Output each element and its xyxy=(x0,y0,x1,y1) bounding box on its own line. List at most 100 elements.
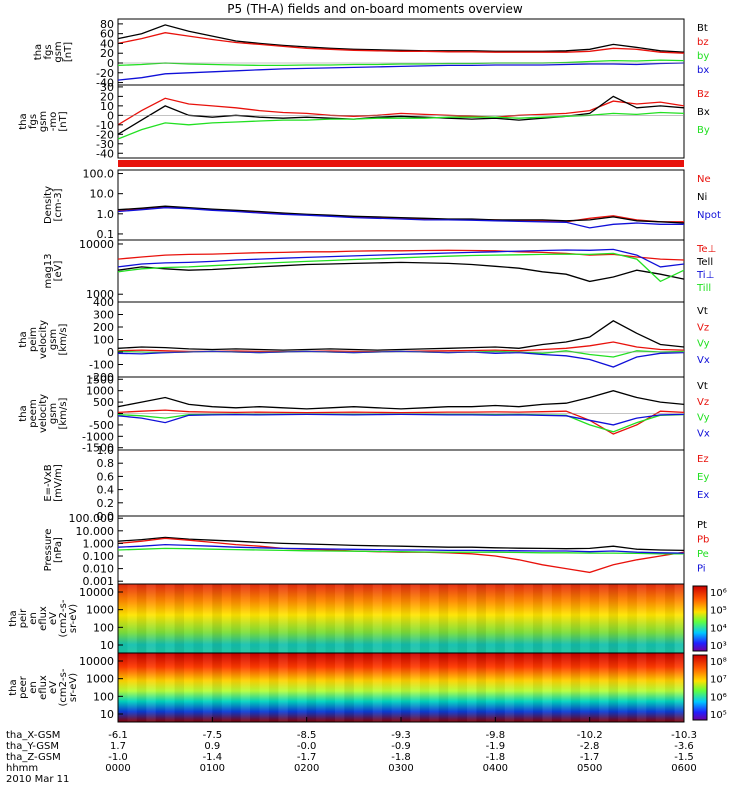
y-tick-label: 0.1 xyxy=(97,228,115,241)
panel-6: 1.00.80.60.40.20.0 E=-VxB [mV/m] Ez Ey Ex xyxy=(43,444,709,523)
y-tick-label: 1000 xyxy=(86,288,114,301)
series-line xyxy=(117,97,685,126)
legend-label: By xyxy=(697,125,710,136)
y-tick-label: 0 xyxy=(107,408,114,421)
y-axis-label: gsm xyxy=(53,41,64,62)
x-tick-label: 0300 xyxy=(388,763,413,774)
y-axis-label: eflux xyxy=(38,675,49,700)
y-tick-label: 0 xyxy=(107,57,114,70)
legend-label: Vt xyxy=(697,306,708,317)
legend-label: Vz xyxy=(697,397,709,408)
x-tick-label: 0100 xyxy=(200,763,225,774)
y-tick-label: 10000 xyxy=(79,586,114,599)
y-axis-label: velocity xyxy=(38,394,49,433)
y-tick-label: -1500 xyxy=(82,442,114,455)
y-tick-label: -100 xyxy=(89,359,114,372)
y-axis-label: gsm xyxy=(38,111,49,132)
y-axis-label: eflux xyxy=(38,606,49,631)
x-tick-label: 0600 xyxy=(671,763,696,774)
colorbar-tick-label: 10⁸ xyxy=(710,657,727,668)
x-tick-label: -1.8 xyxy=(391,752,411,763)
y-axis-label: peem xyxy=(28,399,39,427)
plot-frame xyxy=(117,169,685,241)
y-axis-label: en xyxy=(28,612,39,625)
y-axis-label: gsm xyxy=(48,329,59,350)
y-tick-label: -20 xyxy=(96,128,114,141)
legend-label: Tell xyxy=(696,257,713,268)
y-tick-label: 0.4 xyxy=(97,484,115,497)
y-tick-label: 10000 xyxy=(79,655,114,668)
y-tick-label: 0 xyxy=(107,346,114,359)
series-line xyxy=(117,32,685,54)
x-row-label: tha_X-GSM xyxy=(6,730,60,741)
y-tick-label: 20 xyxy=(100,47,114,60)
legend-label: Vz xyxy=(697,322,709,333)
legend-label: by xyxy=(697,51,709,62)
date-label: 2010 Mar 11 xyxy=(6,774,69,785)
y-tick-label: 100.000 xyxy=(69,512,115,525)
y-tick-label: 0.8 xyxy=(97,457,115,470)
y-tick-label: -20 xyxy=(96,67,114,80)
plot-frame xyxy=(117,449,685,517)
legend-label: Till xyxy=(696,283,711,294)
y-tick-label: 200 xyxy=(93,321,114,334)
legend-label: Ni xyxy=(697,192,707,203)
colorbar xyxy=(692,585,708,652)
legend-label: Bt xyxy=(697,23,708,34)
y-axis-label: [cm-3] xyxy=(53,188,64,221)
legend-label: Vt xyxy=(697,381,708,392)
y-axis-label: en xyxy=(28,681,39,694)
y-tick-label: 20 xyxy=(100,90,114,103)
series-line xyxy=(117,320,685,351)
plot-frame xyxy=(117,301,685,378)
x-tick-label: -7.5 xyxy=(203,730,223,741)
series-line xyxy=(117,350,685,368)
y-axis-label: tha xyxy=(8,679,19,695)
y-tick-label: 0.100 xyxy=(83,550,115,563)
y-axis-label: fgs xyxy=(43,44,54,59)
series-line xyxy=(117,536,685,552)
y-tick-label: 0.010 xyxy=(83,563,115,576)
series-line xyxy=(117,207,684,229)
y-tick-label: 1000 xyxy=(86,673,114,686)
y-tick-label: 0 xyxy=(107,109,114,122)
series-line xyxy=(117,261,685,283)
y-tick-label: 1000 xyxy=(86,385,114,398)
y-axis-label: eV xyxy=(48,681,59,694)
y-tick-label: -1000 xyxy=(82,430,114,443)
legend-label: Ez xyxy=(697,454,709,465)
legend-label: Ex xyxy=(697,490,709,501)
x-tick-label: -9.8 xyxy=(486,730,506,741)
y-tick-label: 0.6 xyxy=(97,470,115,483)
series-line xyxy=(117,24,685,53)
x-tick-label: -8.5 xyxy=(297,730,317,741)
series-line xyxy=(117,413,685,426)
legend-label: Vy xyxy=(697,339,710,350)
y-tick-label: 10 xyxy=(100,639,114,652)
x-tick-label: -1.7 xyxy=(580,752,600,763)
legend-label: Pe xyxy=(697,549,709,560)
colorbar-tick-label: 10⁵ xyxy=(710,710,727,721)
spectrogram xyxy=(118,584,684,653)
spectrogram xyxy=(118,653,684,722)
series-line xyxy=(117,248,685,268)
colorbar-tick-label: 10³ xyxy=(710,641,727,652)
x-tick-label: -1.8 xyxy=(486,752,506,763)
y-axis-label: fgs xyxy=(28,114,39,129)
y-tick-label: 10.000 xyxy=(76,525,115,538)
series-line xyxy=(117,547,684,555)
y-axis-label: [eV] xyxy=(53,261,64,282)
y-tick-label: 1500 xyxy=(86,373,114,386)
panel-8: 10⁶ 10⁵ 10⁴ 10³ 10000 1000 100 10 tha peir en eflux… xyxy=(8,583,727,654)
x-tick-label: 0.9 xyxy=(204,741,220,752)
legend-label: bx xyxy=(697,65,709,76)
y-tick-label: 10.0 xyxy=(90,188,115,201)
quality-flag-bar xyxy=(118,160,684,167)
series-line xyxy=(117,249,685,261)
y-tick-label: -40 xyxy=(96,147,114,160)
y-tick-label: -40 xyxy=(96,77,114,90)
x-row-label: tha_Z-GSM xyxy=(6,752,61,763)
series-line xyxy=(117,543,685,554)
